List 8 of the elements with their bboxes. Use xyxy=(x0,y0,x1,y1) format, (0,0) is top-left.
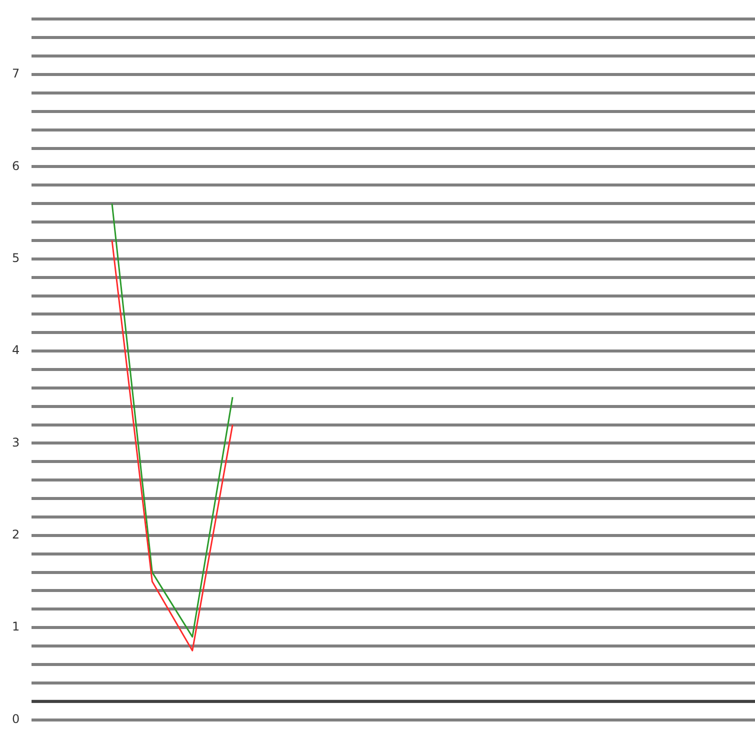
y-tick-label: 1 xyxy=(12,620,20,634)
y-tick-label: 7 xyxy=(12,66,20,81)
y-tick-label: 3 xyxy=(12,435,20,450)
y-tick-label: 0 xyxy=(12,712,20,726)
y-tick-label: 2 xyxy=(12,528,20,542)
y-tick-label: 4 xyxy=(12,343,20,358)
y-tick-label: 5 xyxy=(12,251,20,266)
y-tick-label: 6 xyxy=(12,158,20,173)
